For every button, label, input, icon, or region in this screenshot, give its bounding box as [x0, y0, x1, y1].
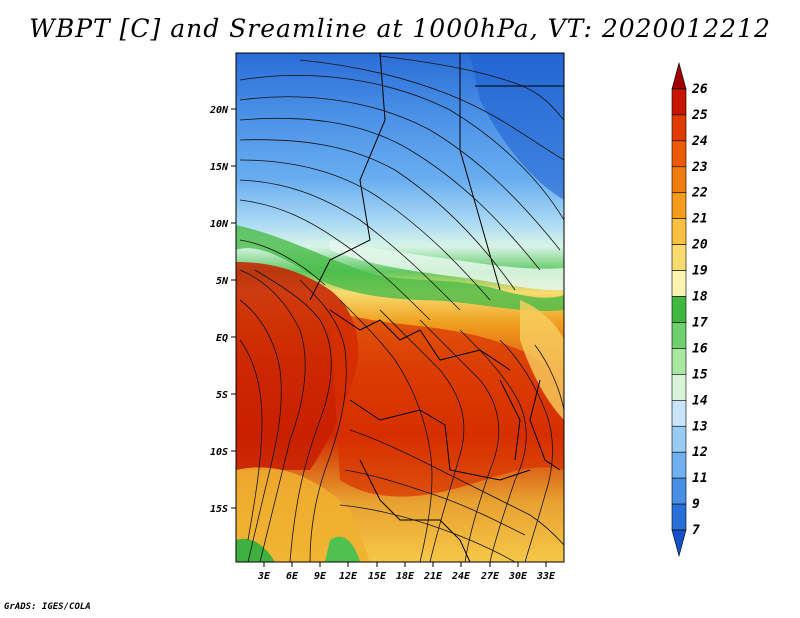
plot-title: WBPT [C] and Sreamline at 1000hPa, VT: 2…	[29, 14, 771, 43]
colorbar-label: 20	[691, 238, 708, 253]
colorbar-swatch	[671, 296, 687, 323]
latitude-axis: 20N 15N 10N 5N EQ 5S 10S 15S	[209, 105, 236, 515]
colorbar-swatch	[671, 451, 687, 479]
colorbar-label: 9	[692, 497, 700, 512]
streamlines	[239, 55, 564, 562]
colorbar-label: 7	[692, 523, 700, 538]
colorbar: 26 25 24 23 22 21 20 19 18 17 16 15 14 13 12 11 9 7	[671, 61, 708, 558]
longitude-axis: 3E 6E 9E 12E 15E 18E 21E 24E 27E 30E 33E	[257, 562, 556, 582]
colorbar-label: 21	[691, 212, 708, 227]
lat-label: 10S	[210, 447, 228, 458]
colorbar-swatch	[671, 374, 687, 401]
lat-label: EQ	[216, 333, 228, 344]
colorbar-top-arrow	[671, 61, 687, 90]
colorbar-swatch	[671, 114, 687, 142]
colorbar-swatch	[671, 503, 687, 531]
lat-label: 15S	[210, 504, 228, 515]
colorbar-swatch	[671, 348, 687, 375]
lat-label: 5S	[216, 390, 228, 401]
colorbar-label: 26	[691, 82, 708, 97]
colorbar-label: 19	[692, 264, 708, 279]
colorbar-swatch	[671, 218, 687, 245]
lon-label: 6E	[286, 571, 299, 582]
lon-label: 9E	[314, 571, 327, 582]
colorbar-swatch	[671, 244, 687, 271]
lon-label: 30E	[508, 571, 528, 582]
colorbar-swatch	[671, 192, 687, 219]
lat-label: 15N	[210, 162, 229, 173]
lon-label: 3E	[257, 571, 271, 582]
lon-label: 33E	[536, 571, 556, 582]
colorbar-swatch	[671, 425, 687, 453]
colorbar-swatch	[671, 322, 687, 349]
colorbar-label: 23	[691, 160, 708, 175]
colorbar-bottom-arrow	[671, 529, 687, 558]
colorbar-label: 13	[692, 419, 708, 434]
colorbar-label: 22	[691, 186, 708, 201]
colorbar-swatch	[671, 88, 687, 116]
colorbar-swatch	[671, 166, 687, 194]
grads-credit: GrADS: IGES/COLA	[4, 602, 91, 612]
colorbar-label: 25	[691, 108, 708, 123]
lon-label: 12E	[339, 571, 358, 582]
colorbar-label: 15	[692, 367, 708, 382]
colorbar-label: 12	[692, 445, 708, 460]
colorbar-swatch	[671, 270, 687, 297]
map-frame	[235, 52, 565, 563]
colorbar-swatch	[671, 477, 687, 505]
lat-label: 20N	[209, 105, 229, 116]
colorbar-swatch	[671, 400, 687, 427]
lon-label: 15E	[368, 571, 387, 582]
colorbar-label: 18	[692, 290, 708, 305]
lat-label: 5N	[216, 276, 229, 287]
lon-label: 21E	[423, 571, 443, 582]
lon-label: 27E	[480, 571, 500, 582]
country-boundaries	[309, 53, 564, 562]
colorbar-label: 17	[692, 315, 708, 330]
lat-label: 10N	[210, 219, 229, 230]
colorbar-label: 16	[692, 341, 708, 356]
colorbar-label: 14	[692, 393, 708, 408]
lon-label: 24E	[451, 571, 471, 582]
colorbar-label: 24	[691, 134, 708, 149]
colorbar-label: 11	[692, 471, 708, 486]
temperature-field	[236, 53, 564, 562]
lon-label: 18E	[396, 571, 415, 582]
colorbar-swatch	[671, 140, 687, 168]
